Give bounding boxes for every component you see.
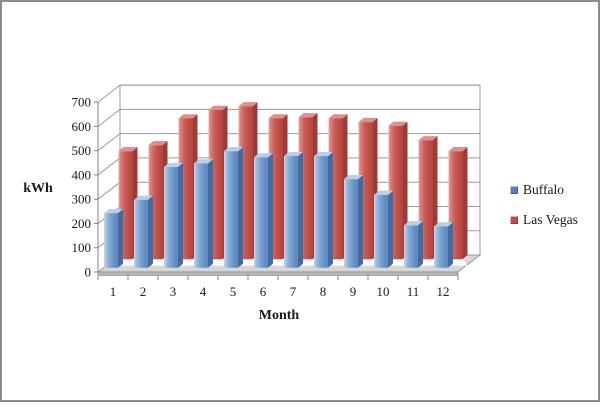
bar-buffalo-7[interactable] — [284, 151, 303, 268]
x-tick-label: 2 — [140, 284, 147, 299]
y-tick-label: 500 — [72, 143, 92, 158]
bar-buffalo-10[interactable] — [374, 190, 393, 268]
legend: Buffalo Las Vegas — [510, 180, 590, 240]
y-tick-label: 400 — [72, 167, 92, 182]
bar-buffalo-3[interactable] — [164, 162, 183, 268]
x-tick-label: 9 — [350, 284, 357, 299]
y-tick-label: 200 — [72, 216, 92, 231]
legend-swatch-las-vegas-icon — [510, 216, 518, 224]
x-axis-title: Month — [258, 308, 300, 323]
x-tick-label: 11 — [407, 284, 420, 299]
legend-swatch-buffalo-icon — [510, 186, 518, 194]
bar-buffalo-2[interactable] — [134, 195, 153, 268]
x-tick-label: 3 — [170, 284, 177, 299]
y-tick-label: 300 — [72, 192, 92, 207]
bar-buffalo-11[interactable] — [404, 221, 423, 268]
x-tick-label: 12 — [437, 284, 450, 299]
bar-buffalo-1[interactable] — [104, 208, 123, 268]
bar-buffalo-4[interactable] — [194, 159, 213, 268]
y-tick-label: 100 — [72, 240, 92, 255]
y-tick-label: 600 — [72, 119, 92, 134]
bar-buffalo-8[interactable] — [314, 151, 333, 268]
legend-label-las-vegas: Las Vegas — [523, 212, 578, 228]
bar-buffalo-9[interactable] — [344, 174, 363, 268]
bottom-padding — [0, 402, 600, 408]
x-tick-label: 6 — [260, 284, 267, 299]
legend-item-las-vegas[interactable]: Las Vegas — [510, 210, 590, 230]
y-axis-title: kWh — [23, 181, 53, 196]
x-tick-label: 4 — [200, 284, 207, 299]
x-tick-label: 5 — [230, 284, 237, 299]
legend-label-buffalo: Buffalo — [523, 182, 564, 198]
x-tick-label: 8 — [320, 284, 327, 299]
chart-bars — [104, 102, 468, 268]
legend-item-buffalo[interactable]: Buffalo — [510, 180, 590, 200]
bar-buffalo-6[interactable] — [254, 153, 273, 268]
x-tick-label: 1 — [110, 284, 117, 299]
x-tick-label: 10 — [377, 284, 390, 299]
bar-buffalo-5[interactable] — [224, 147, 243, 268]
bar-buffalo-12[interactable] — [434, 222, 453, 268]
axis-ticks — [94, 101, 459, 280]
y-tick-label: 700 — [72, 95, 92, 110]
y-tick-label: 0 — [85, 265, 92, 280]
x-tick-label: 7 — [290, 284, 297, 299]
